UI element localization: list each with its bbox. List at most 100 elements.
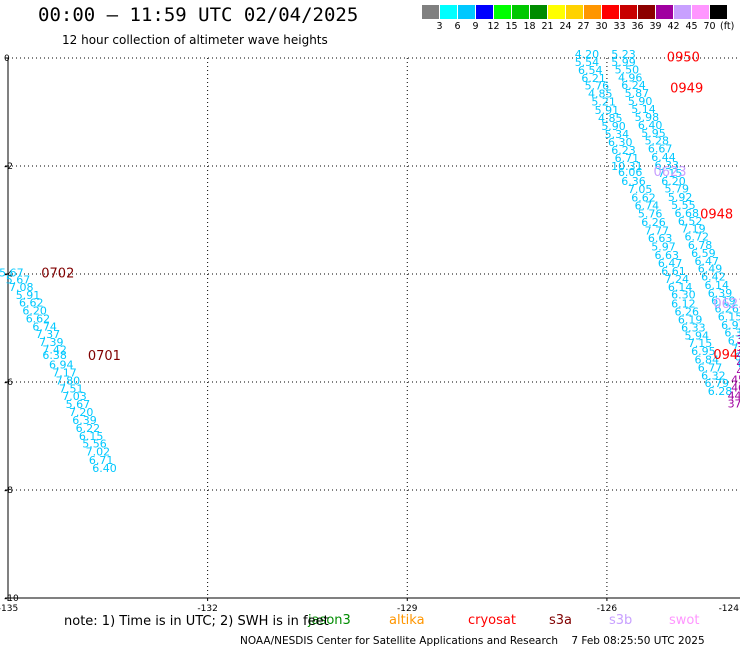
legend-label: 6 [454, 21, 461, 32]
data-point-label: 6.19 [711, 294, 736, 307]
data-point-label: 6.52 [678, 215, 703, 228]
data-point-label: 6.12 [671, 298, 696, 311]
data-point-label: 5.55 [671, 199, 696, 212]
data-point-label: 5.28 [645, 135, 670, 148]
data-point-label: 4.85 [588, 88, 613, 101]
data-point-label: 6.72 [684, 231, 709, 244]
legend-swatch [620, 5, 637, 19]
data-point-label: 6.44 [651, 151, 676, 164]
data-point-label: 6.67 [648, 143, 673, 156]
data-point-label: 6.77 [698, 361, 723, 374]
data-point-label: 5.79 [665, 183, 690, 196]
satellite-label-s3a: s3a [549, 613, 573, 628]
x-tick-label: -124 [719, 604, 740, 614]
pass-time-label: 0622 [713, 297, 740, 312]
data-point-label: 6.95 [691, 345, 716, 358]
data-point-label: 7.80 [56, 374, 81, 387]
pass-time-label: 0623 [653, 165, 686, 180]
data-point-label: 5.54 [575, 56, 600, 69]
data-point-label: 5.92 [668, 191, 693, 204]
data-point-label: 6.96 [738, 358, 740, 371]
data-point-label: 5.99 [611, 56, 636, 69]
data-point-label: 7.05 [628, 183, 653, 196]
legend-label: 33 [613, 21, 626, 32]
data-point-label: 5.98 [635, 111, 660, 124]
y-tick-label: -8 [4, 486, 13, 496]
data-point-label: 6.32 [701, 370, 726, 383]
legend-swatch [710, 5, 727, 19]
satellite-label-swot: swot [669, 613, 700, 628]
data-point-label: 7.20 [69, 406, 94, 419]
data-point-label: 41 [736, 357, 740, 370]
data-point-label: 6.62 [631, 191, 656, 204]
legend-swatch [494, 5, 511, 19]
data-point-label: 6.42 [701, 271, 726, 284]
data-point-label: 6.26 [641, 216, 666, 229]
data-point-label: 5.97 [651, 240, 676, 253]
legend-swatch [440, 5, 457, 19]
data-point-label: 7.15 [658, 167, 683, 180]
data-point-label: 7.37 [36, 328, 61, 341]
x-tick-label: -126 [597, 604, 618, 614]
data-point-label: 7.24 [665, 273, 690, 286]
data-point-label: 45.9 [731, 373, 740, 386]
data-point-label: 6.95 [734, 351, 740, 364]
data-point-label: 6.78 [688, 239, 713, 252]
data-point-label: 6.94 [49, 359, 74, 372]
satellite-label-altika: altika [389, 613, 425, 628]
data-point-label: 37.90 [728, 398, 740, 411]
y-tick-label: -10 [4, 594, 19, 604]
data-point-label: 6.59 [691, 247, 716, 260]
legend-label: 70 [703, 21, 716, 32]
legend-swatch [548, 5, 565, 19]
legend-label: 9 [472, 21, 479, 32]
chart-subtitle: 12 hour collection of altimeter wave hei… [62, 33, 328, 47]
legend-label: 30 [595, 21, 608, 32]
data-point-label: 6.26 [714, 303, 739, 316]
data-point-label: 6.15 [718, 311, 740, 324]
satellite-label-s3b: s3b [609, 613, 633, 628]
data-point-label: 6.20 [22, 305, 47, 318]
data-point-label: 5.21 [591, 96, 616, 109]
legend-label: 24 [559, 21, 572, 32]
data-point-label: 5.67 [0, 266, 24, 279]
data-point-label: 7.17 [52, 366, 77, 379]
data-point-label: 7.02 [86, 446, 111, 459]
data-point-label: 6.23 [611, 144, 636, 157]
data-point-label: 5.67 [6, 273, 31, 286]
data-point-label: 7.64 [731, 343, 740, 356]
legend-swatch [422, 5, 439, 19]
data-point-label: 4.96 [618, 71, 643, 84]
pass-time-label: 0947 [713, 348, 740, 363]
legend-swatch [692, 5, 709, 19]
data-point-label: 45 [736, 365, 740, 378]
pass-time-label: 0950 [667, 50, 700, 65]
data-point-label: 6.22 [76, 422, 101, 435]
legend-label: 27 [577, 21, 590, 32]
legend-swatch [512, 5, 529, 19]
data-point-label: 6.40 [92, 462, 117, 475]
data-point-label: 6.06 [618, 166, 643, 179]
legend-swatch [602, 5, 619, 19]
satellite-label-cryosat: cryosat [468, 613, 516, 628]
data-point-label: 6.71 [89, 454, 114, 467]
data-point-label: 5.91 [16, 289, 41, 302]
data-point-label: 6.47 [658, 257, 683, 270]
legend-swatch [584, 5, 601, 19]
data-point-label: 6.28 [708, 385, 733, 398]
data-point-label: 6.14 [668, 281, 693, 294]
data-point-label: 7.15 [688, 337, 713, 350]
data-point-label: 7.03 [62, 390, 87, 403]
chart-note: note: 1) Time is in UTC; 2) SWH is in fe… [64, 614, 329, 629]
data-point-label: 6.79 [704, 377, 729, 390]
data-point-label: 10.31 [611, 160, 643, 173]
chart-title: 00:00 – 11:59 UTC 02/04/2025 [38, 4, 359, 26]
data-point-label: 6.49 [698, 263, 723, 276]
legend-label: 45 [685, 21, 698, 32]
data-point-label: 5.67 [66, 398, 91, 411]
pass-time-label: 0949 [670, 82, 703, 97]
legend-swatch [530, 5, 547, 19]
data-point-label: 5.91 [595, 104, 620, 117]
pass-time-label: 0701 [88, 349, 121, 364]
data-point-label: 5.90 [601, 120, 626, 133]
